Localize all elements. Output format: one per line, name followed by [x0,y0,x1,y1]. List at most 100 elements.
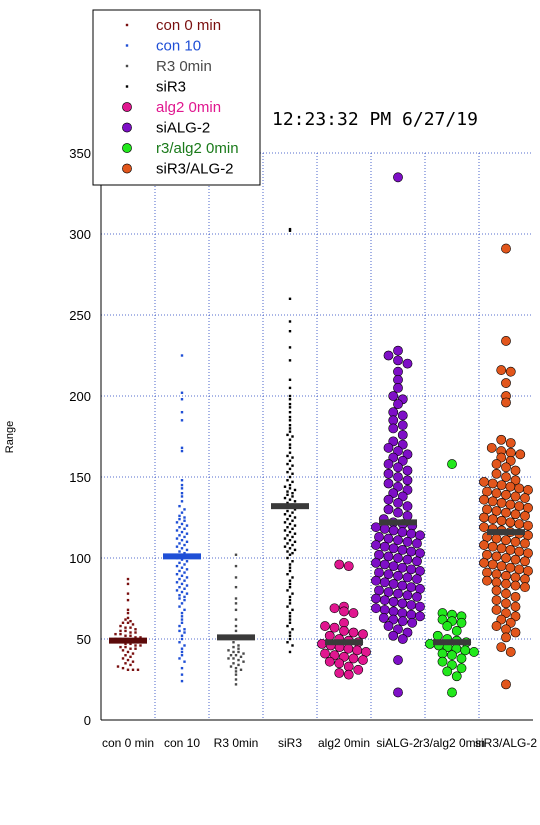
data-point [175,564,179,568]
data-point [501,336,511,346]
data-point [178,597,181,600]
data-point [383,478,394,489]
data-point [286,534,289,537]
data-point [501,679,511,690]
data-point [496,543,507,554]
data-point [293,532,297,535]
data-point [180,391,184,394]
y-tick-label: 100 [69,551,91,566]
data-point [185,560,189,563]
data-point [178,629,181,633]
data-point [329,622,340,633]
data-point [501,588,511,599]
data-point [121,621,125,624]
data-point [126,611,130,615]
data-point [175,529,179,532]
data-point [505,562,516,573]
data-point [501,397,511,408]
category-label: R3 0min [214,736,259,750]
data-point [288,419,292,422]
data-point [180,602,184,605]
data-point [379,595,390,606]
data-point [491,585,502,596]
data-point [371,540,381,550]
data-point [234,670,238,673]
data-point [286,641,289,644]
data-point [129,663,132,667]
data-point [388,561,399,571]
y-tick-label: 50 [77,632,91,647]
data-point [479,557,489,568]
data-point [406,582,417,593]
data-point [242,652,245,655]
data-point [288,475,292,479]
data-point [288,538,292,542]
data-point [175,521,179,524]
data-point [180,449,184,453]
data-point [288,611,292,615]
data-point [291,628,294,631]
data-point [520,510,530,521]
data-point [348,653,359,664]
data-point [139,644,142,647]
data-point [334,668,345,678]
data-point [180,483,184,487]
data-point [442,621,453,631]
data-point [229,654,233,657]
data-point [283,521,287,524]
data-point [415,611,425,622]
data-point [406,600,417,610]
y-axis-label: Range [4,421,16,453]
data-point [126,621,130,624]
data-point [487,559,498,570]
data-point [234,683,238,686]
data-point [393,355,403,366]
data-point [178,641,181,644]
data-point [180,522,184,526]
data-point [288,602,292,605]
data-point [456,653,467,664]
data-point [520,493,530,503]
data-point [185,568,189,571]
data-point [491,604,502,615]
data-point [175,537,179,540]
data-point [180,637,184,641]
data-point [397,429,408,440]
data-point [288,522,292,526]
data-point [180,538,184,542]
data-point [505,517,516,528]
data-point [383,533,394,544]
data-point [515,449,526,460]
legend-marker [125,44,129,47]
data-point [291,511,294,514]
data-point [288,598,292,602]
data-point [487,514,498,525]
data-point [288,406,292,409]
data-point [180,547,184,550]
data-point [288,438,292,441]
data-point [185,524,189,527]
data-point [293,508,297,511]
data-point [514,564,525,575]
data-point [134,631,137,634]
data-point [460,645,471,656]
data-point [496,642,507,652]
data-point [371,593,381,604]
data-point [180,654,184,657]
data-point [124,654,127,657]
data-point [185,532,189,535]
data-point [496,498,507,508]
data-point [456,617,467,628]
data-point [510,491,521,502]
data-point [288,487,292,490]
data-point [139,636,142,639]
data-point [491,551,502,562]
data-point [358,629,368,640]
data-point [510,554,521,565]
data-point [291,527,294,531]
data-point [180,566,184,569]
data-point [234,654,238,657]
data-point [320,621,330,631]
data-point [183,660,186,663]
legend-marker [122,143,132,153]
